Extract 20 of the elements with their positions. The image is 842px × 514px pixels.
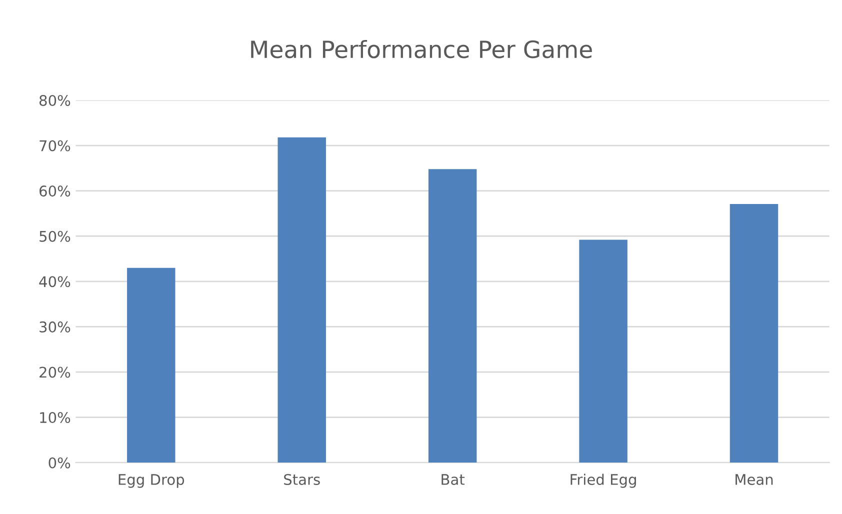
y-tick-label: 60% bbox=[40, 186, 70, 197]
x-tick-label: Stars bbox=[284, 474, 320, 485]
y-tick-label: 0% bbox=[48, 457, 70, 468]
x-tick-label: Fried Egg bbox=[570, 474, 636, 488]
y-tick-label: 20% bbox=[40, 366, 70, 378]
chart-title: Mean Performance Per Game bbox=[251, 40, 592, 58]
y-tick-label: 80% bbox=[39, 94, 70, 106]
x-tick-label: Mean bbox=[736, 474, 773, 485]
x-tick-label: Bat bbox=[442, 474, 465, 485]
bar bbox=[428, 169, 477, 463]
y-tick-label: 30% bbox=[40, 321, 70, 332]
bar bbox=[278, 137, 326, 463]
bar bbox=[579, 240, 628, 463]
y-tick-label: 40% bbox=[39, 276, 70, 288]
x-tick-label: Egg Drop bbox=[118, 474, 184, 488]
y-tick-label: 70% bbox=[40, 140, 70, 152]
y-tick-label: 50% bbox=[40, 230, 70, 242]
y-tick-label: 10% bbox=[40, 412, 70, 424]
bar bbox=[730, 204, 778, 463]
bar bbox=[127, 268, 176, 463]
